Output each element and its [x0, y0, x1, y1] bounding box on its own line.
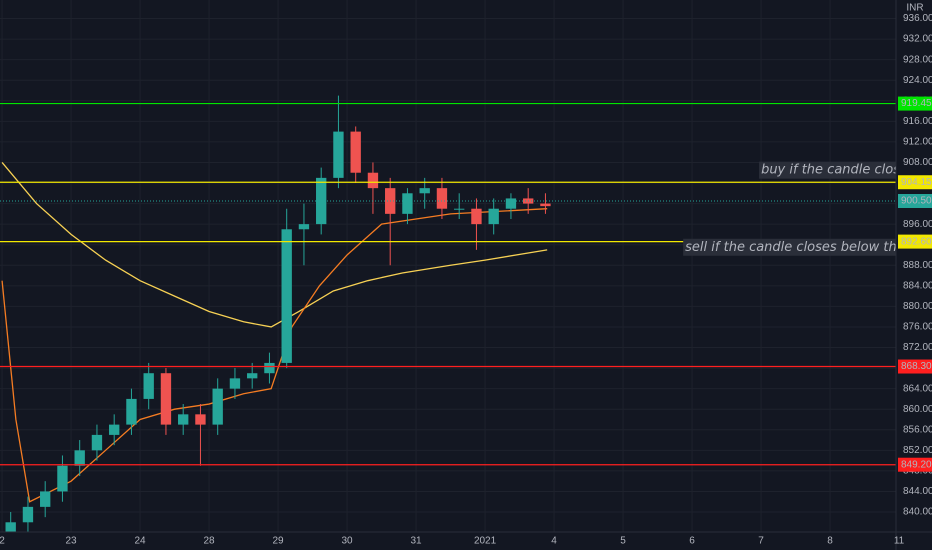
y-tick-label: 856.00 [903, 424, 932, 435]
candle-body [436, 188, 448, 209]
level-tag [898, 175, 932, 190]
x-tick-label: 6 [689, 536, 695, 547]
candle-body [212, 388, 223, 425]
candle-body [57, 465, 68, 492]
y-tick-label: 888.00 [903, 260, 932, 271]
level-label: 904.15 [901, 177, 932, 188]
candle-body [22, 506, 34, 523]
candle-body [264, 362, 275, 374]
y-tick-label: 852.00 [903, 445, 932, 456]
x-tick-label: 7 [758, 536, 764, 547]
candle-body [40, 491, 51, 507]
candle-body [281, 229, 292, 363]
candle-body [402, 193, 413, 214]
candle-body [160, 373, 172, 425]
x-tick-label: 23 [66, 536, 78, 547]
candle-body [298, 224, 310, 230]
y-tick-label: 876.00 [903, 322, 932, 333]
candle-body [74, 450, 85, 466]
x-tick-label: 8 [827, 536, 833, 547]
candle-body [91, 434, 103, 451]
last-price-label: 900.50 [901, 196, 932, 207]
x-tick-label: 4 [551, 536, 557, 547]
level-label: 919.45 [901, 98, 932, 109]
y-tick-label: 916.00 [903, 116, 932, 127]
x-tick-label: 24 [135, 536, 147, 547]
y-tick-label: 936.00 [903, 13, 932, 24]
candle-body [419, 188, 430, 194]
candle-body [367, 172, 379, 189]
annotation: sell if the candle closes below this le [683, 238, 923, 256]
candle-body [333, 131, 344, 178]
x-tick-label: 5 [620, 536, 626, 547]
y-tick-label: 840.00 [903, 507, 932, 518]
x-tick-label: 2 [0, 536, 5, 547]
level-label: 849.20 [901, 459, 932, 470]
candle-body [350, 131, 361, 173]
level-tag [898, 234, 932, 249]
y-tick-label: 932.00 [903, 34, 932, 45]
candle-body [229, 378, 241, 389]
x-tick-label: 31 [411, 536, 423, 547]
annotation-bg [683, 238, 896, 256]
y-tick-label: 860.00 [903, 404, 932, 415]
level-tag [898, 457, 932, 472]
x-tick-label: 29 [273, 536, 285, 547]
x-tick-label: 11 [894, 536, 905, 547]
y-tick-label: 844.00 [903, 486, 932, 497]
level-label: 868.30 [901, 361, 932, 372]
candle-body [505, 198, 517, 209]
last-price-tag [898, 193, 932, 208]
candle-body [195, 414, 206, 425]
y-tick-label: 928.00 [903, 54, 932, 65]
x-tick-label: 28 [204, 536, 216, 547]
candle-body [247, 373, 258, 379]
x-tick-label: 2021 [474, 536, 497, 547]
moving-average [1, 162, 548, 328]
moving-average [1, 208, 548, 503]
annotation-bg [759, 161, 896, 179]
annotation-text: sell if the candle closes below this le [685, 240, 923, 255]
currency: INR [906, 3, 923, 14]
y-tick-label: 912.00 [903, 137, 932, 148]
annotation-text: buy if the candle closes [761, 163, 915, 178]
candle-body [488, 208, 499, 225]
candle-body [178, 414, 189, 425]
y-tick-label: 864.00 [903, 383, 932, 394]
candle-body [454, 208, 465, 210]
candle-body [471, 208, 482, 225]
x-tick-label: 30 [342, 536, 354, 547]
level-tag [898, 96, 932, 111]
y-tick-label: 884.00 [903, 280, 932, 291]
y-tick-label: 908.00 [903, 157, 932, 168]
candle-body [109, 424, 120, 435]
candle-body [540, 203, 551, 207]
y-tick-label: 880.00 [903, 301, 932, 312]
y-tick-label: 896.00 [903, 219, 932, 230]
level-tag [898, 359, 932, 374]
level-label: 892.60 [901, 236, 932, 247]
annotation: buy if the candle closes [759, 161, 915, 179]
y-tick-label: 924.00 [903, 75, 932, 86]
candle-body [5, 522, 16, 532]
candle-body [143, 373, 154, 399]
candle-body [126, 398, 137, 425]
y-tick-label: 872.00 [903, 342, 932, 353]
